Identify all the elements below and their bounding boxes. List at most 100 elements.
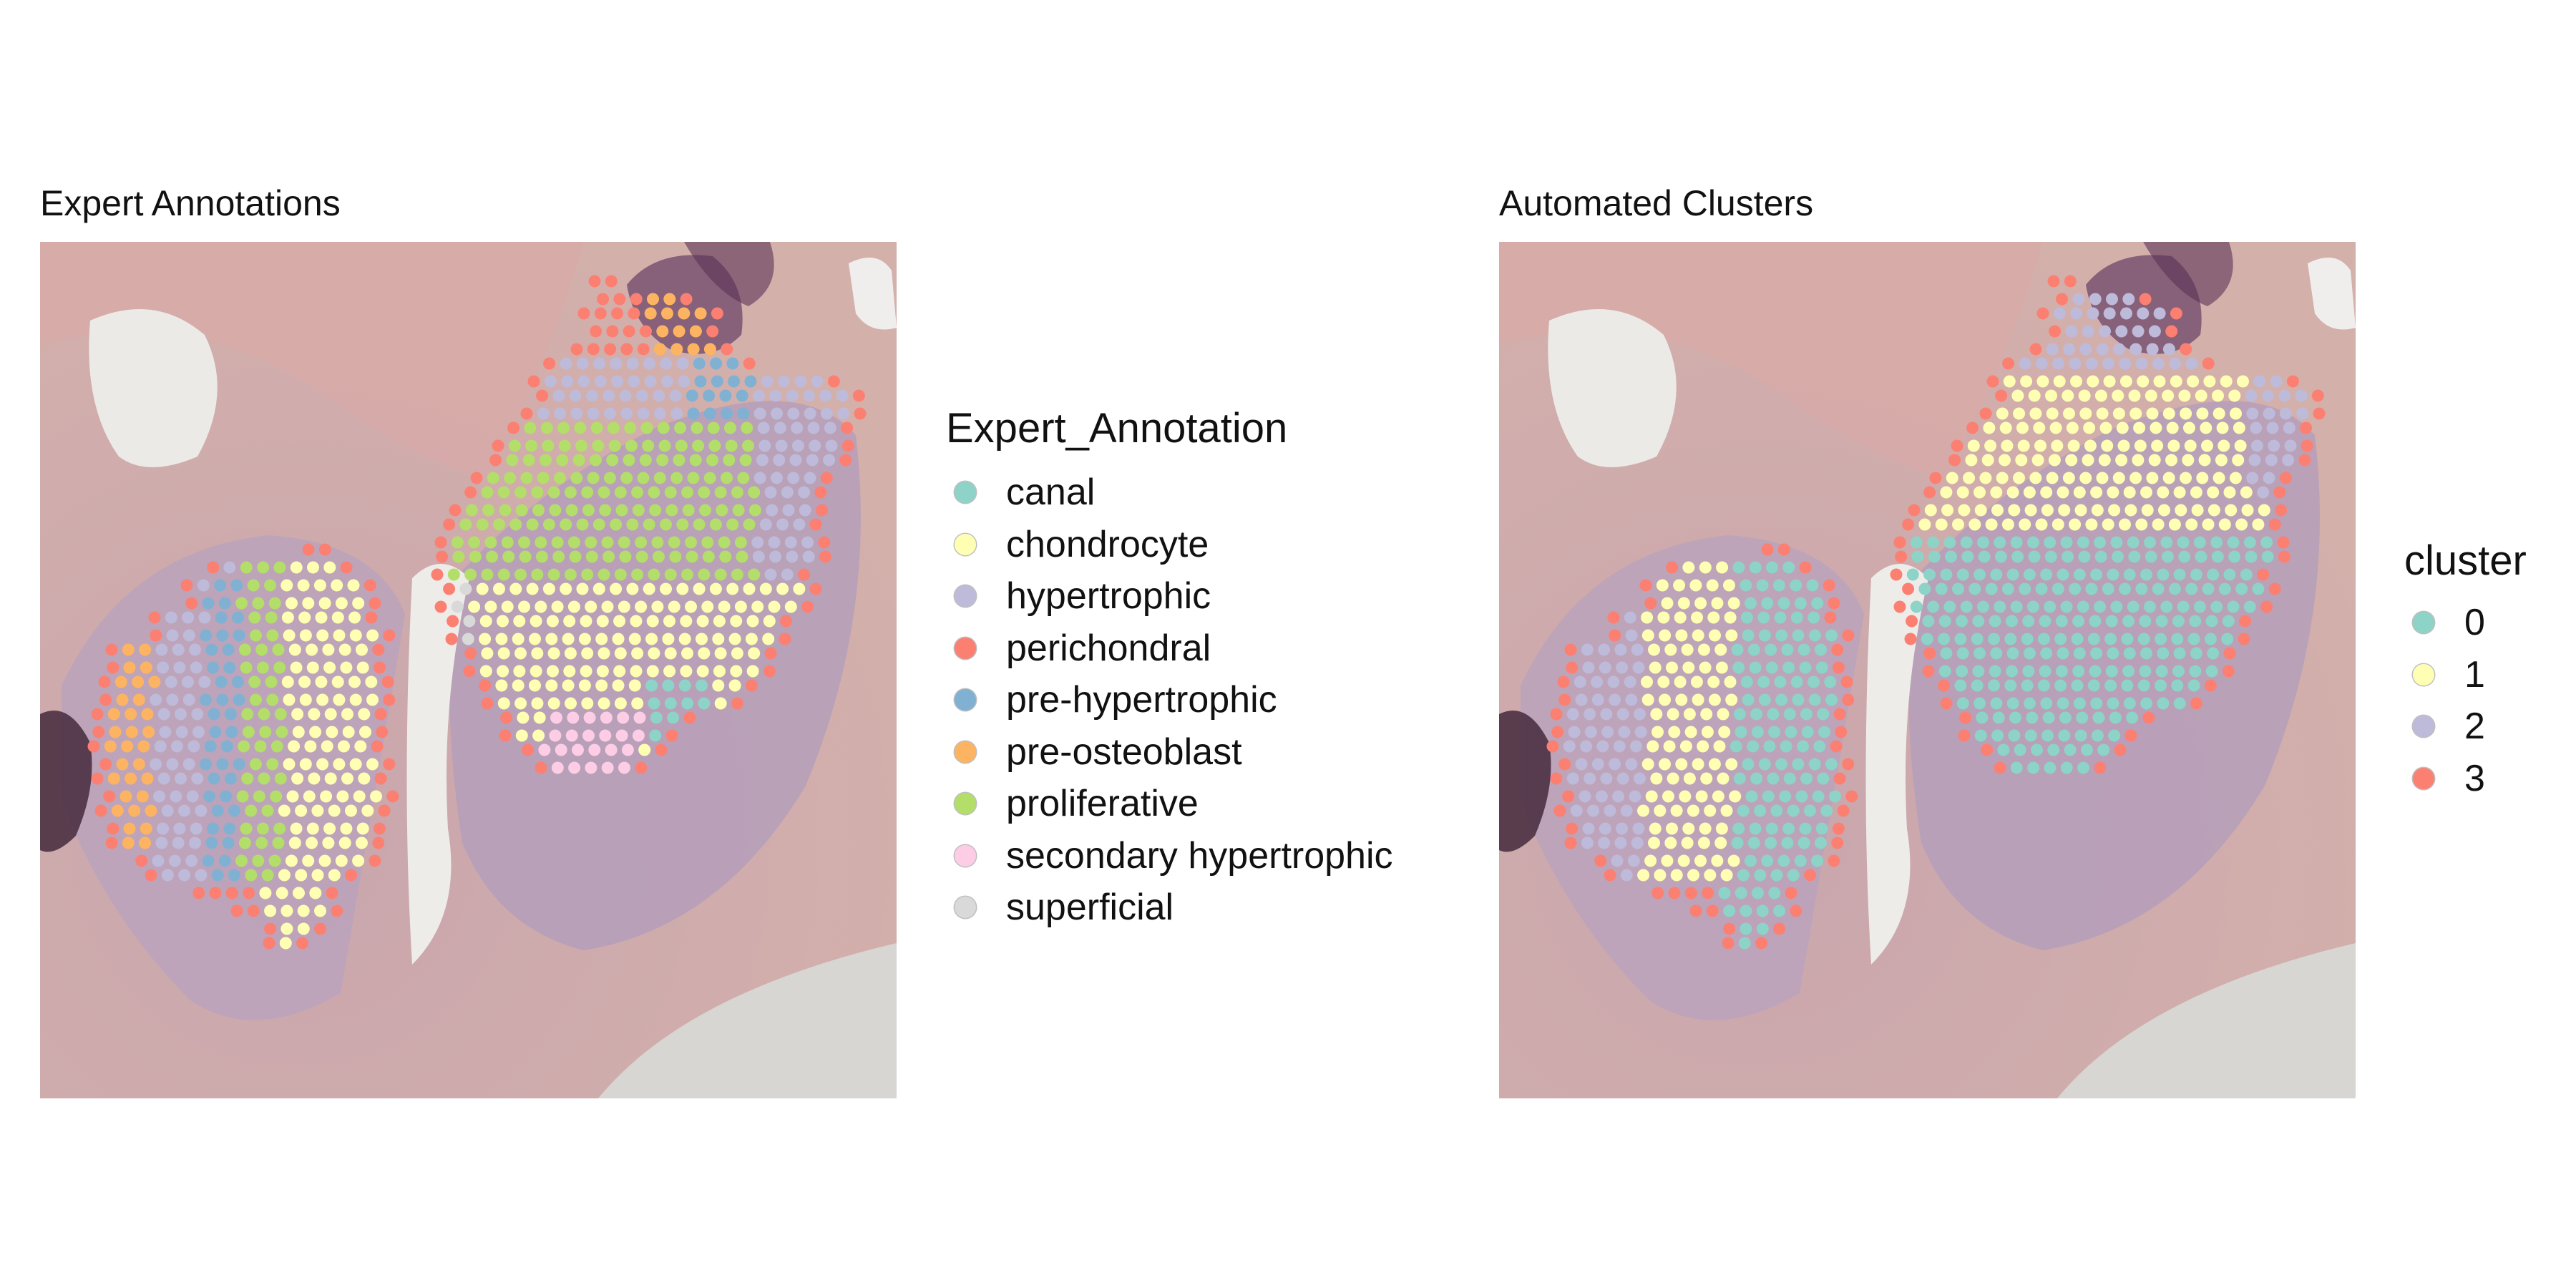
- annotation-spot: [328, 869, 341, 882]
- cluster-spot: [2210, 600, 2223, 613]
- cluster-spot: [2212, 389, 2224, 402]
- annotation-spot: [99, 693, 112, 706]
- annotation-spot: [87, 740, 100, 753]
- annotation-spot: [365, 611, 378, 624]
- cluster-spot: [1735, 726, 1747, 738]
- cluster-spot: [1566, 708, 1579, 721]
- cluster-spot: [1574, 675, 1586, 688]
- annotation-spot: [536, 389, 549, 402]
- cluster-spot: [1616, 772, 1629, 785]
- cluster-spot: [2275, 504, 2288, 517]
- cluster-spot: [1910, 536, 1923, 549]
- annotation-spot: [186, 790, 199, 803]
- cluster-spot: [2204, 679, 2217, 692]
- cluster-spot: [2207, 647, 2220, 660]
- annotation-spot: [463, 665, 476, 678]
- annotation-spot: [551, 600, 564, 613]
- annotation-spot: [182, 758, 195, 771]
- cluster-spot: [2265, 454, 2278, 467]
- annotation-spot: [642, 439, 655, 452]
- cluster-spot: [2107, 697, 2119, 710]
- cluster-spot: [2167, 439, 2180, 452]
- cluster-spot: [1683, 772, 1696, 785]
- cavity-region: [849, 258, 897, 330]
- annotation-spot: [452, 550, 465, 563]
- annotation-spot: [648, 486, 660, 499]
- annotation-spot: [535, 536, 547, 549]
- annotation-spot: [787, 407, 800, 420]
- cluster-spot: [2184, 439, 2197, 452]
- cluster-spot: [1918, 518, 1931, 531]
- cluster-spot: [2028, 550, 2041, 563]
- cluster-spot: [2162, 407, 2175, 420]
- annotation-spot: [509, 582, 522, 595]
- cluster-spot: [1664, 836, 1677, 849]
- annotation-spot: [585, 600, 597, 613]
- cluster-spot: [1634, 708, 1646, 721]
- cluster-spot: [1981, 454, 1994, 467]
- annotation-spatial-plot: [40, 242, 897, 1098]
- annotation-spot: [513, 615, 526, 628]
- cluster-spot: [1971, 633, 1984, 645]
- annotation-spot: [709, 518, 722, 531]
- cluster-spot: [1550, 708, 1563, 721]
- annotation-spot: [556, 454, 569, 467]
- annotation-spot: [676, 582, 689, 595]
- tissue-region: [684, 242, 774, 306]
- cluster-spot: [1785, 726, 1797, 738]
- annotation-spot: [673, 454, 686, 467]
- cluster-spot: [1700, 772, 1713, 785]
- cluster-spot: [1751, 726, 1764, 738]
- annotation-spot: [537, 472, 550, 484]
- annotation-spot: [668, 536, 680, 549]
- cluster-spot: [1775, 758, 1788, 771]
- cluster-spot: [2003, 375, 2016, 388]
- annotation-spot: [537, 407, 550, 420]
- cluster-spot: [1668, 887, 1681, 899]
- annotation-spot: [673, 325, 686, 338]
- annotation-spot: [192, 726, 205, 738]
- annotation-spot: [166, 629, 179, 642]
- cluster-spot: [1706, 904, 1719, 917]
- annotation-spot: [577, 375, 590, 388]
- cluster-spot: [2284, 439, 2297, 452]
- annotation-spot: [780, 615, 793, 628]
- annotation-spot: [155, 836, 168, 849]
- annotation-spot: [731, 568, 743, 581]
- cluster-spot: [1667, 772, 1679, 785]
- annotation-spot: [208, 708, 220, 721]
- annotation-spot: [558, 439, 571, 452]
- annotation-spot: [626, 582, 639, 595]
- cluster-spot: [1727, 854, 1740, 867]
- cluster-spot: [2039, 665, 2051, 678]
- annotation-spot: [142, 726, 155, 738]
- cluster-spot: [1725, 629, 1738, 642]
- cluster-spot: [1706, 579, 1719, 592]
- annotation-spot: [356, 643, 368, 656]
- annotation-spot: [768, 536, 781, 549]
- cluster-spot: [1938, 679, 1951, 692]
- cluster-spot: [2237, 375, 2249, 388]
- cluster-spot: [2189, 665, 2202, 678]
- annotation-spot: [712, 633, 725, 645]
- cluster-spot: [1625, 629, 1638, 642]
- annotation-spot: [189, 643, 201, 656]
- annotation-spot: [653, 389, 665, 402]
- cluster-spot: [1682, 661, 1695, 674]
- cluster-spot: [2122, 293, 2135, 306]
- cluster-spot: [2140, 568, 2152, 581]
- annotation-legend-label: secondary hypertrophic: [1006, 834, 1393, 877]
- annotation-spot: [352, 854, 365, 867]
- annotation-spot: [182, 675, 194, 688]
- annotation-spot: [678, 307, 691, 320]
- cluster-spot: [1765, 822, 1778, 835]
- cluster-spot: [1699, 822, 1712, 835]
- annotation-spot: [299, 629, 312, 642]
- cluster-spot: [1749, 561, 1762, 574]
- cluster-spot: [1908, 504, 1921, 517]
- annotation-spot: [660, 375, 673, 388]
- annotation-spot: [256, 661, 269, 674]
- cluster-spot: [1824, 675, 1837, 688]
- annotation-spot: [324, 772, 337, 785]
- annotation-spot: [610, 518, 623, 531]
